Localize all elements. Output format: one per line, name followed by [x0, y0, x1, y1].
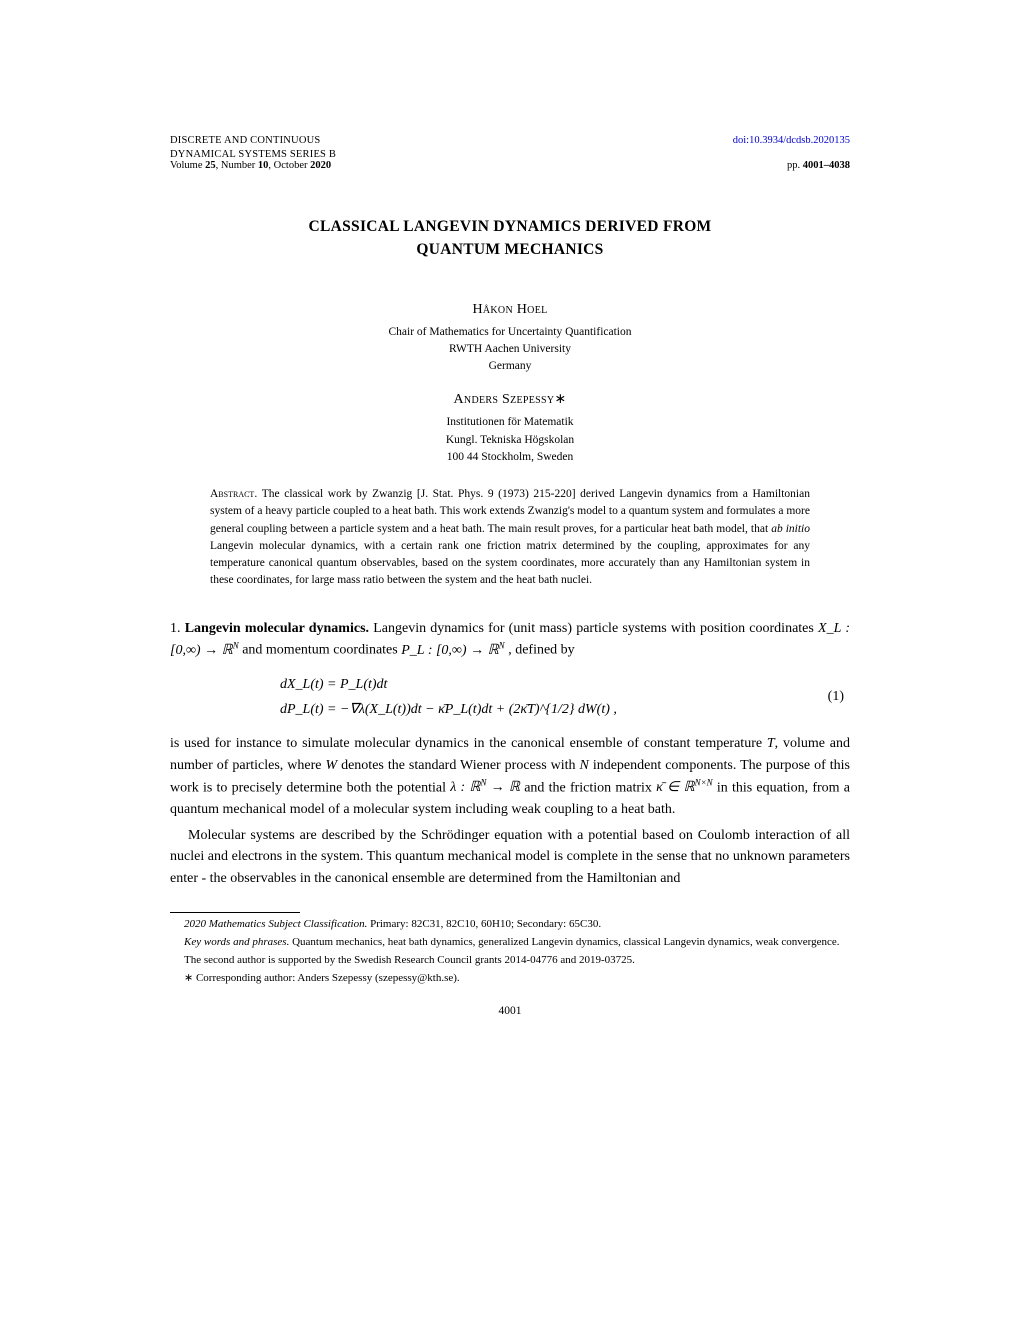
abstract: Abstract. The classical work by Zwanzig … — [210, 486, 810, 590]
footnote-corresponding: ∗ Corresponding author: Anders Szepessy … — [170, 971, 850, 987]
footnote-funding: The second author is supported by the Sw… — [170, 953, 850, 969]
footnote-keywords: Key words and phrases. Quantum mechanics… — [170, 935, 850, 951]
author-affiliation-2: Institutionen för Matematik Kungl. Tekni… — [170, 414, 850, 466]
running-header: DISCRETE AND CONTINUOUS doi:10.3934/dcds… — [170, 135, 850, 171]
equation-number: (1) — [828, 689, 850, 705]
equation-body: dX_L(t) = P_L(t)dt dP_L(t) = −∇λ(X_L(t))… — [170, 672, 828, 724]
equation-1: dX_L(t) = P_L(t)dt dP_L(t) = −∇λ(X_L(t))… — [170, 672, 850, 724]
article-title: CLASSICAL LANGEVIN DYNAMICS DERIVED FROM… — [170, 215, 850, 262]
abstract-label: Abstract. — [210, 488, 262, 500]
section-1-opening: 1. Langevin molecular dynamics. Langevin… — [170, 618, 850, 662]
author-name-1: Håkon Hoel — [170, 302, 850, 318]
footnote-msc: 2020 Mathematics Subject Classification.… — [170, 917, 850, 933]
author-affiliation-1: Chair of Mathematics for Uncertainty Qua… — [170, 324, 850, 376]
journal-name-line2: DYNAMICAL SYSTEMS SERIES B — [170, 149, 850, 160]
volume-info: Volume 25, Number 10, October 2020 — [170, 160, 331, 171]
journal-name-line1: DISCRETE AND CONTINUOUS — [170, 135, 320, 146]
page-range: pp. 4001–4038 — [787, 160, 850, 171]
footnote-rule — [170, 912, 300, 913]
page-number: 4001 — [170, 1005, 850, 1017]
body-paragraph-2: Molecular systems are described by the S… — [170, 825, 850, 890]
body-paragraph-1: is used for instance to simulate molecul… — [170, 733, 850, 820]
author-name-2: Anders Szepessy∗ — [170, 391, 850, 408]
doi-link[interactable]: doi:10.3934/dcdsb.2020135 — [733, 135, 850, 146]
